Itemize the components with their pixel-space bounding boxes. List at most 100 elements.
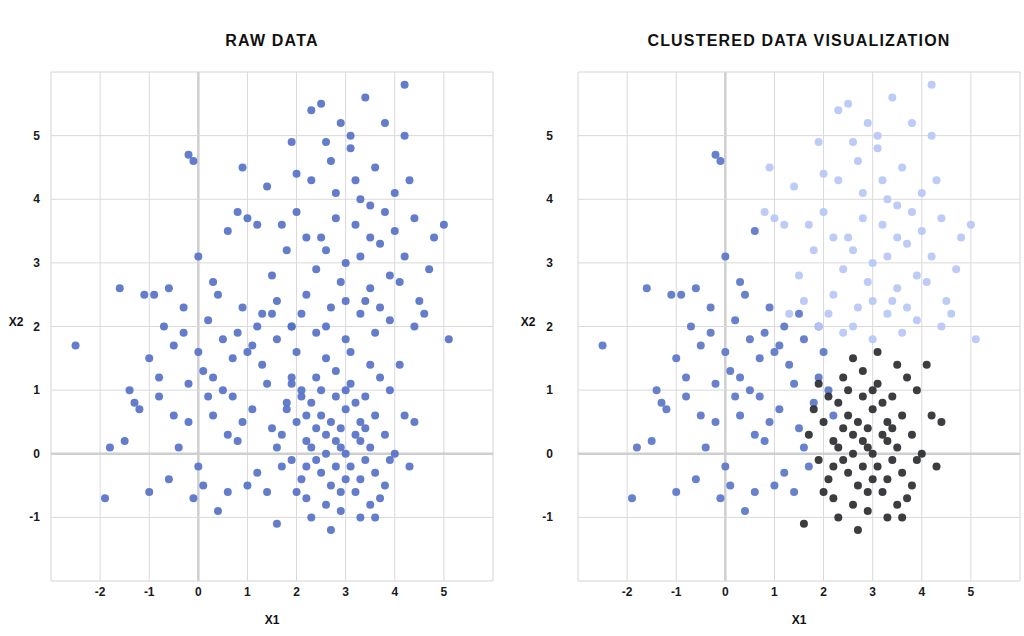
point — [366, 501, 374, 509]
point — [770, 482, 778, 490]
point — [337, 488, 345, 496]
point — [815, 323, 823, 331]
x-tick-label: 2 — [820, 585, 827, 599]
point — [288, 456, 296, 464]
point — [150, 291, 158, 299]
point — [342, 259, 350, 267]
point — [716, 494, 724, 502]
point — [401, 253, 409, 261]
point — [420, 310, 428, 318]
point — [898, 163, 906, 171]
x-tick-label: -1 — [671, 585, 682, 599]
point — [317, 469, 325, 477]
point — [903, 373, 911, 381]
point — [908, 431, 916, 439]
point — [273, 297, 281, 305]
point — [888, 392, 896, 400]
point — [731, 316, 739, 324]
point — [751, 227, 759, 235]
point — [327, 526, 335, 534]
point — [893, 233, 901, 241]
y-tick-label: 2 — [33, 320, 40, 334]
point — [653, 386, 661, 394]
point — [844, 100, 852, 108]
point — [322, 246, 330, 254]
y-grid-line — [578, 262, 1020, 263]
point — [332, 367, 340, 375]
point — [893, 361, 901, 369]
point — [878, 431, 886, 439]
point — [194, 253, 202, 261]
point — [923, 361, 931, 369]
point — [140, 291, 148, 299]
point — [194, 462, 202, 470]
point — [898, 329, 906, 337]
point — [918, 450, 926, 458]
point — [849, 323, 857, 331]
series-0 — [599, 151, 838, 515]
point — [844, 412, 852, 420]
point — [864, 488, 872, 496]
point — [815, 323, 823, 331]
point — [263, 380, 271, 388]
point — [204, 316, 212, 324]
x-tick-label: 2 — [293, 585, 300, 599]
point — [883, 418, 891, 426]
point — [361, 297, 369, 305]
point — [72, 342, 80, 350]
point — [923, 278, 931, 286]
point — [874, 144, 882, 152]
point — [243, 214, 251, 222]
point — [234, 208, 242, 216]
point — [780, 221, 788, 229]
frame-line — [578, 581, 1020, 582]
point — [322, 138, 330, 146]
point — [726, 482, 734, 490]
y-tick-label: 4 — [546, 192, 553, 206]
point — [937, 418, 945, 426]
point — [883, 310, 891, 318]
point — [229, 354, 237, 362]
point — [824, 475, 832, 483]
point — [707, 329, 715, 337]
x-tick-label: 4 — [918, 585, 925, 599]
point — [302, 462, 310, 470]
point — [307, 443, 315, 451]
point — [766, 418, 774, 426]
point — [288, 323, 296, 331]
point — [820, 208, 828, 216]
point — [687, 323, 695, 331]
point — [928, 81, 936, 89]
point — [741, 507, 749, 515]
point — [185, 418, 193, 426]
y-grid-line — [578, 199, 1020, 200]
point — [288, 138, 296, 146]
series-2 — [800, 348, 946, 534]
point — [947, 310, 955, 318]
point — [751, 431, 759, 439]
y-tick-label: 3 — [546, 256, 553, 270]
point — [829, 437, 837, 445]
y-tick-label: 5 — [33, 129, 40, 143]
point — [918, 227, 926, 235]
point — [371, 513, 379, 521]
point — [731, 392, 739, 400]
point — [928, 253, 936, 261]
x-tick-label: 5 — [968, 585, 975, 599]
point — [692, 475, 700, 483]
point — [293, 488, 301, 496]
point — [170, 342, 178, 350]
point — [928, 132, 936, 140]
y-grid-line — [51, 517, 493, 518]
point — [707, 303, 715, 311]
point — [805, 221, 813, 229]
point — [366, 233, 374, 241]
point — [101, 494, 109, 502]
point — [795, 424, 803, 432]
point — [130, 399, 138, 407]
point — [253, 323, 261, 331]
point — [332, 214, 340, 222]
point — [770, 214, 778, 222]
point — [312, 373, 320, 381]
point — [883, 513, 891, 521]
